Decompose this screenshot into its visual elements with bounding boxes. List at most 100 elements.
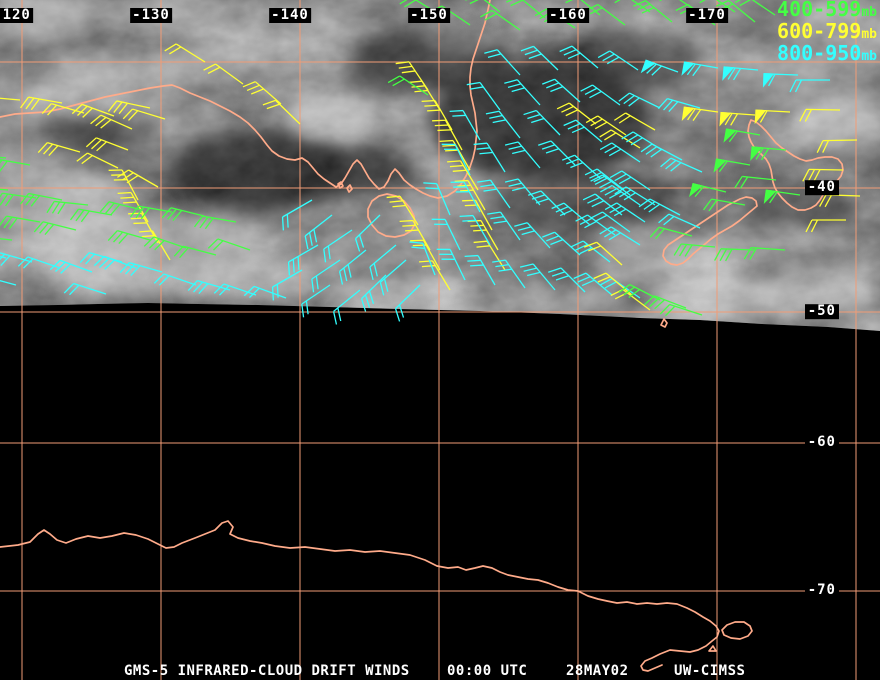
pressure-level-legend: 400-599mb 600-799mb 800-950mb [777, 0, 877, 66]
wind-barb [681, 106, 719, 121]
wind-barb [369, 244, 397, 281]
wind-barb [719, 111, 756, 127]
latitude-label: -50 [804, 304, 839, 320]
wind-barb [108, 169, 139, 201]
wind-barb [599, 129, 641, 149]
wind-barb [593, 272, 633, 296]
wind-barb [633, 0, 673, 23]
wind-barb [242, 81, 282, 105]
latitude-label: -70 [804, 583, 839, 599]
wind-barb [754, 109, 791, 125]
wind-barb [465, 0, 501, 13]
wind-barb [20, 96, 63, 111]
wind-barb [90, 114, 133, 130]
caption-bar: GMS-5 INFRARED-CLOUD DRIFT WINDS 00:00 U… [0, 663, 880, 679]
wind-barb [70, 208, 113, 223]
wind-barb [584, 168, 625, 191]
wind-barb [504, 178, 541, 206]
wind-barb [805, 219, 846, 233]
wind-barb [504, 79, 541, 106]
latitude-label: -60 [804, 435, 839, 451]
caption-time: 00:00 UTC [447, 663, 528, 679]
wind-barb [19, 192, 63, 207]
legend-item: 400-599mb [777, 0, 877, 22]
wind-barb [523, 109, 561, 136]
wind-barb [480, 9, 521, 31]
wind-barb [450, 181, 481, 213]
wind-barb [673, 243, 716, 257]
wind-barb [107, 230, 151, 244]
wind-barb [139, 230, 171, 261]
coastline-antarctic-bay-island [721, 621, 753, 640]
wind-barb [618, 283, 661, 301]
longitude-label: -130 [130, 7, 172, 23]
wind-barb [37, 142, 81, 156]
wind-barb [332, 289, 361, 325]
wind-barb [387, 75, 429, 96]
wind-barb [562, 154, 601, 179]
wind-barb [409, 241, 436, 276]
legend-unit: mb [861, 49, 877, 64]
wind-barb [600, 184, 641, 206]
caption-date: 28MAY02 [566, 663, 629, 679]
wind-barb [649, 226, 693, 240]
wind-barb [153, 273, 197, 286]
product-title: GMS-5 INFRARED-CLOUD DRIFT WINDS [124, 663, 410, 679]
wind-barb [694, 0, 736, 13]
coastline-antarctic-islet [708, 645, 717, 652]
wind-barb [173, 245, 217, 259]
wind-barb [640, 143, 683, 161]
wind-barb [117, 191, 149, 223]
wind-barb [0, 153, 7, 159]
legend-unit: mb [861, 5, 877, 20]
wind-barb [473, 142, 506, 173]
wind-barb [599, 142, 641, 163]
wind-barb [609, 170, 651, 191]
wind-barb [76, 152, 119, 169]
wind-barb [585, 115, 627, 136]
wind-barb [658, 213, 701, 229]
wind-barb [713, 158, 751, 173]
wind-barb [0, 192, 37, 207]
wind-barb [599, 226, 641, 246]
wind-barb [703, 198, 746, 212]
legend-item: 800-950mb [777, 43, 877, 66]
wind-barb [130, 205, 173, 220]
wind-barb [504, 141, 541, 169]
wind-barb [614, 186, 656, 206]
wind-barb [542, 78, 581, 103]
wind-barb [213, 283, 257, 296]
wind-barb [432, 119, 463, 151]
wind-barb [734, 0, 776, 16]
wind-barb [379, 259, 407, 296]
wind-barb [93, 255, 137, 270]
wind-barb [542, 231, 581, 256]
wind-barb [187, 280, 231, 294]
wind-barb [304, 214, 333, 250]
wind-barb [657, 98, 701, 112]
wind-barb [638, 198, 681, 216]
wind-barb [681, 61, 719, 77]
wind-barb [643, 295, 687, 310]
coastline-king-island [346, 184, 353, 193]
wind-barb [0, 235, 13, 241]
legend-item: 600-799mb [777, 21, 877, 44]
wind-barb [520, 45, 559, 71]
wind-barb [689, 182, 727, 198]
longitude-label: -150 [408, 7, 450, 23]
wind-barb [506, 0, 546, 19]
wind-barb [604, 202, 646, 223]
wind-barb [487, 211, 521, 241]
wind-barb [590, 211, 631, 233]
coastline-flinders-island [337, 181, 344, 189]
wind-barb [734, 175, 777, 189]
wind-barb [71, 103, 115, 118]
coastline-antarctica [0, 520, 720, 672]
wind-barb [436, 248, 466, 281]
wind-barb [386, 195, 419, 226]
wind-barb [538, 140, 576, 166]
wind-barb [262, 99, 301, 125]
coastline-macquarie-island [660, 318, 668, 328]
wind-barb [143, 236, 187, 251]
